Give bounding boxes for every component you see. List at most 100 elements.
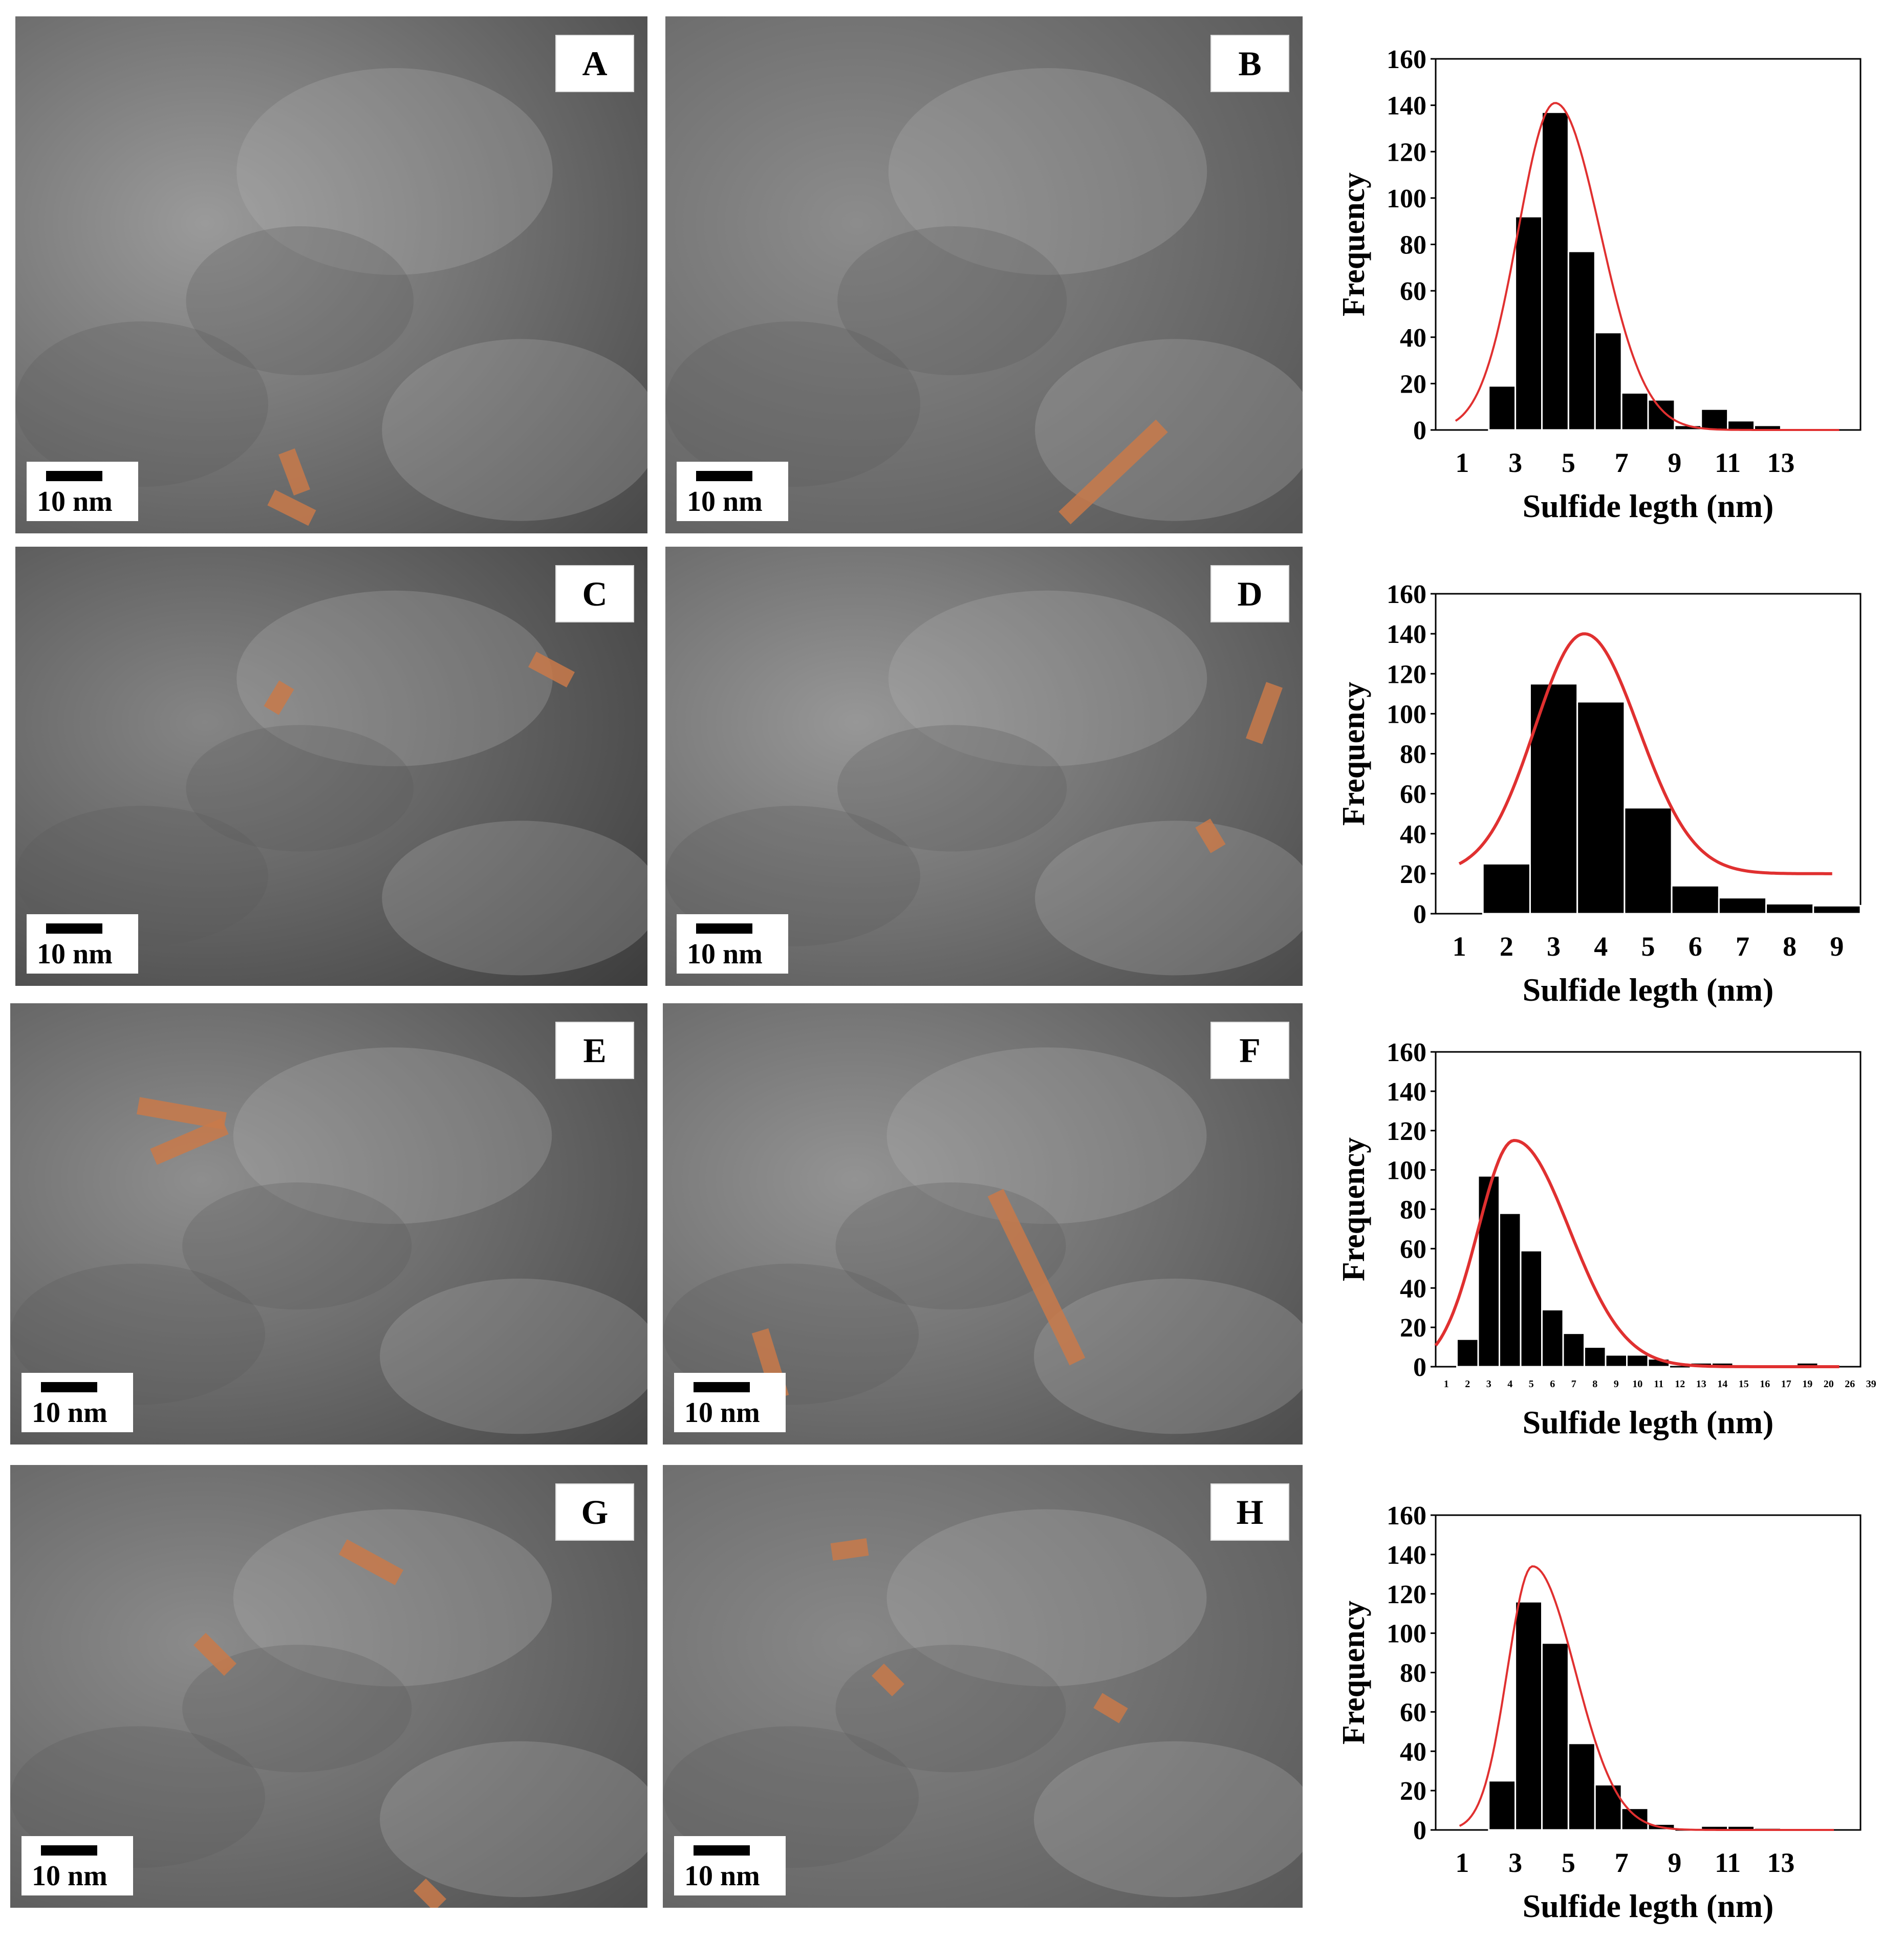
histogram-bar bbox=[1718, 897, 1767, 915]
panel-label-a: A bbox=[555, 35, 634, 92]
y-tick-label: 80 bbox=[1400, 740, 1426, 769]
tem-image-a bbox=[15, 16, 647, 533]
x-tick-label: 6 bbox=[1550, 1378, 1555, 1390]
y-tick-label: 120 bbox=[1387, 660, 1426, 689]
tem-image-b bbox=[665, 16, 1303, 533]
histogram-bar bbox=[1626, 1354, 1649, 1368]
histogram-bar bbox=[1456, 1338, 1479, 1368]
scale-bar-box: 10 nm bbox=[674, 1836, 786, 1895]
histogram-bar bbox=[1620, 1807, 1649, 1831]
scale-bar bbox=[694, 1845, 750, 1856]
scale-bar bbox=[46, 923, 102, 934]
tem-image-f bbox=[663, 1003, 1303, 1445]
x-tick-label: 14 bbox=[1717, 1378, 1727, 1390]
y-tick-label: 60 bbox=[1400, 1698, 1426, 1727]
x-tick-label: 3 bbox=[1508, 1847, 1522, 1878]
y-tick-label: 140 bbox=[1387, 620, 1426, 649]
tem-panel-c: C 10 nm bbox=[15, 547, 647, 986]
x-tick-label: 9 bbox=[1830, 931, 1844, 962]
histogram-bar bbox=[1488, 385, 1517, 431]
panel-label-e: E bbox=[555, 1022, 634, 1079]
histogram-bar bbox=[1594, 1784, 1622, 1831]
histogram-bar bbox=[1567, 1742, 1596, 1831]
scale-bar-label: 10 nm bbox=[687, 486, 763, 518]
tem-image-c bbox=[15, 547, 647, 986]
tem-panel-b: B 10 nm bbox=[665, 16, 1303, 533]
scale-bar-box: 10 nm bbox=[677, 462, 788, 521]
x-tick-label: 1 bbox=[1455, 1847, 1469, 1878]
panel-label-b: B bbox=[1210, 35, 1289, 92]
scale-bar-label: 10 nm bbox=[37, 938, 113, 970]
tem-image-g bbox=[10, 1465, 647, 1908]
y-tick-label: 160 bbox=[1387, 1038, 1426, 1067]
scale-bar-label: 10 nm bbox=[684, 1397, 760, 1429]
x-tick-label: 3 bbox=[1547, 931, 1561, 962]
y-tick-label: 100 bbox=[1387, 1156, 1426, 1185]
x-tick-label: 1 bbox=[1453, 931, 1466, 962]
y-axis-label: Frequency bbox=[1336, 173, 1371, 316]
x-tick-label: 17 bbox=[1781, 1378, 1791, 1390]
tem-image-h bbox=[663, 1465, 1303, 1908]
x-tick-label: 13 bbox=[1767, 447, 1794, 478]
panel-label-d: D bbox=[1210, 565, 1289, 622]
y-tick-label: 120 bbox=[1387, 1117, 1426, 1146]
x-tick-label: 5 bbox=[1562, 447, 1575, 478]
histogram-chart-4: 0 20 40 60 80 100 120 140 160 1 3 5 7 9 11 13 Frequency S… bbox=[1328, 1487, 1871, 1937]
x-tick-label: 9 bbox=[1614, 1378, 1619, 1390]
scale-bar-label: 10 nm bbox=[684, 1860, 760, 1892]
histogram-bar bbox=[1647, 399, 1676, 431]
x-axis-label: Sulfide legth (nm) bbox=[1523, 1888, 1774, 1924]
y-axis-label: Frequency bbox=[1336, 1137, 1371, 1281]
x-tick-label: 13 bbox=[1767, 1847, 1794, 1878]
y-tick-label: 20 bbox=[1400, 860, 1426, 889]
histogram-chart-1: 0 20 40 60 80 100 120 140 160 1 3 5 7 9 11 13 Frequency S… bbox=[1328, 31, 1871, 537]
y-tick-label: 140 bbox=[1387, 1541, 1426, 1570]
histogram-bar bbox=[1541, 1642, 1569, 1831]
y-tick-label: 160 bbox=[1387, 1501, 1426, 1531]
x-tick-label: 11 bbox=[1654, 1378, 1663, 1390]
histogram-bar bbox=[1605, 1354, 1628, 1368]
y-tick-label: 40 bbox=[1400, 324, 1426, 353]
x-tick-label: 15 bbox=[1739, 1378, 1749, 1390]
y-tick-label: 100 bbox=[1387, 700, 1426, 729]
scale-bar-box: 10 nm bbox=[677, 914, 788, 974]
y-tick-label: 20 bbox=[1400, 1313, 1426, 1343]
tem-image-d bbox=[665, 547, 1303, 986]
x-tick-label: 1 bbox=[1455, 447, 1469, 478]
x-tick-label: 12 bbox=[1675, 1378, 1685, 1390]
histogram-bar bbox=[1620, 392, 1649, 431]
fit-curve bbox=[1458, 632, 1832, 875]
x-tick-label: 6 bbox=[1689, 931, 1702, 962]
histogram-bar bbox=[1514, 215, 1543, 431]
scale-bar-label: 10 nm bbox=[37, 486, 113, 518]
x-tick-label: 7 bbox=[1615, 1847, 1629, 1878]
plot-frame bbox=[1435, 58, 1862, 431]
y-tick-label: 140 bbox=[1387, 1077, 1426, 1107]
x-tick-label: 3 bbox=[1486, 1378, 1491, 1390]
x-tick-label: 19 bbox=[1802, 1378, 1812, 1390]
scale-bar bbox=[46, 471, 102, 481]
x-tick-label: 13 bbox=[1696, 1378, 1706, 1390]
y-tick-label: 0 bbox=[1413, 1353, 1426, 1382]
scale-bar-box: 10 nm bbox=[674, 1373, 786, 1432]
y-tick-label: 120 bbox=[1387, 138, 1426, 167]
y-tick-label: 60 bbox=[1400, 780, 1426, 809]
x-tick-label: 9 bbox=[1668, 1847, 1681, 1878]
histogram-chart-3: 0 20 40 60 80 100 120 140 160 1 2 3 4 5 6 7 8 9 10 11 12 13 14… bbox=[1328, 1024, 1876, 1474]
y-tick-label: 100 bbox=[1387, 184, 1426, 213]
tem-panel-h: H 10 nm bbox=[663, 1465, 1303, 1908]
x-tick-label: 16 bbox=[1760, 1378, 1770, 1390]
tem-panel-g: G 10 nm bbox=[10, 1465, 647, 1908]
x-tick-label: 39 bbox=[1866, 1378, 1876, 1390]
x-axis-label: Sulfide legth (nm) bbox=[1523, 488, 1774, 524]
histogram-bar bbox=[1812, 904, 1862, 915]
x-tick-label: 3 bbox=[1508, 447, 1522, 478]
scale-bar-label: 10 nm bbox=[687, 938, 763, 970]
tem-image-e bbox=[10, 1003, 647, 1445]
x-tick-label: 26 bbox=[1845, 1378, 1855, 1390]
y-tick-label: 0 bbox=[1413, 416, 1426, 445]
y-tick-label: 80 bbox=[1400, 1659, 1426, 1688]
histogram-bar bbox=[1576, 701, 1626, 915]
x-tick-label: 20 bbox=[1824, 1378, 1834, 1390]
